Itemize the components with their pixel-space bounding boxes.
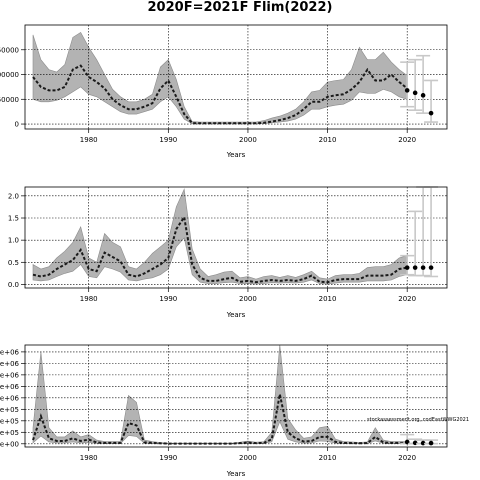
x-tick-label: 1990 bbox=[159, 136, 177, 144]
chart-title: 2020F=2021F Flim(2022) bbox=[147, 0, 333, 15]
x-axis-label: Years bbox=[226, 151, 246, 159]
x-tick-label: 2020 bbox=[398, 295, 416, 303]
forecast-point bbox=[412, 90, 418, 96]
x-tick-label: 2010 bbox=[319, 454, 337, 462]
x-tick-label: 2010 bbox=[319, 136, 337, 144]
forecast-point bbox=[404, 265, 410, 270]
x-tick-label: 2000 bbox=[239, 295, 257, 303]
y-tick-label: 2e+06 bbox=[0, 348, 20, 356]
y-tick-label: 2.0 bbox=[8, 192, 19, 200]
y-tick-label: 100000 bbox=[0, 71, 19, 79]
x-tick-label: 2020 bbox=[398, 136, 416, 144]
forecast-point bbox=[412, 265, 418, 270]
y-tick-label: 0 bbox=[15, 121, 19, 129]
x-tick-label: 1980 bbox=[80, 136, 98, 144]
y-tick-label: 1.5 bbox=[8, 215, 19, 223]
forecast-point bbox=[428, 440, 434, 446]
y-tick-label: 0.5 bbox=[8, 259, 19, 267]
y-tick-label: 1.5e+06 bbox=[0, 371, 20, 379]
panel-fishing-mortality: 1980 1990 2000 2010 2020 0.0 0.5 1.0 1.5 2.0 Years bbox=[8, 186, 448, 319]
confidence-band bbox=[32, 344, 408, 444]
panel-ssb: 1980 1990 2000 2010 2020 0 50000 100000 150000 Ye… bbox=[0, 24, 448, 159]
y-tick-label: 150000 bbox=[0, 46, 19, 54]
x-tick-label: 2000 bbox=[239, 136, 257, 144]
estimate-line bbox=[32, 64, 408, 125]
x-tick-label: 1980 bbox=[80, 454, 98, 462]
x-axis-label: Years bbox=[226, 470, 246, 478]
estimate-line bbox=[32, 393, 408, 445]
panel-frame bbox=[24, 344, 448, 448]
source-note: stockassessment.org, codEastWWG2021 bbox=[367, 417, 469, 423]
y-tick-label: 1.75e+06 bbox=[0, 360, 20, 368]
y-tick-label: 0e+00 bbox=[0, 440, 19, 448]
y-tick-label: 2.5e+05 bbox=[0, 429, 19, 437]
y-tick-label: 50000 bbox=[0, 96, 19, 104]
panel-frame bbox=[24, 24, 448, 130]
forecast-point bbox=[420, 265, 426, 270]
forecast-point bbox=[428, 265, 434, 270]
panel-recruitment: 1980 1990 2000 2010 2020 0e+00 2.5e+05 5e+05 7.5… bbox=[0, 344, 448, 478]
x-tick-label: 1980 bbox=[80, 295, 98, 303]
y-tick-label: 0.0 bbox=[8, 281, 19, 289]
y-tick-label: 7.5e+05 bbox=[0, 406, 19, 414]
confidence-band bbox=[32, 188, 408, 285]
x-axis-label: Years bbox=[226, 311, 246, 319]
x-tick-label: 2020 bbox=[398, 454, 416, 462]
x-tick-label: 1990 bbox=[159, 454, 177, 462]
forecast-point bbox=[420, 93, 426, 98]
forecast-point bbox=[404, 88, 410, 93]
y-tick-label: 5e+05 bbox=[0, 417, 19, 425]
panel-frame bbox=[24, 186, 448, 289]
x-tick-label: 1990 bbox=[159, 295, 177, 303]
y-tick-label: 1.25e+06 bbox=[0, 383, 20, 391]
y-tick-label: 1.0 bbox=[8, 237, 19, 245]
y-tick-label: 1e+06 bbox=[0, 394, 20, 402]
x-tick-label: 2000 bbox=[239, 454, 257, 462]
x-tick-label: 2010 bbox=[319, 295, 337, 303]
forecast-point bbox=[428, 110, 434, 116]
